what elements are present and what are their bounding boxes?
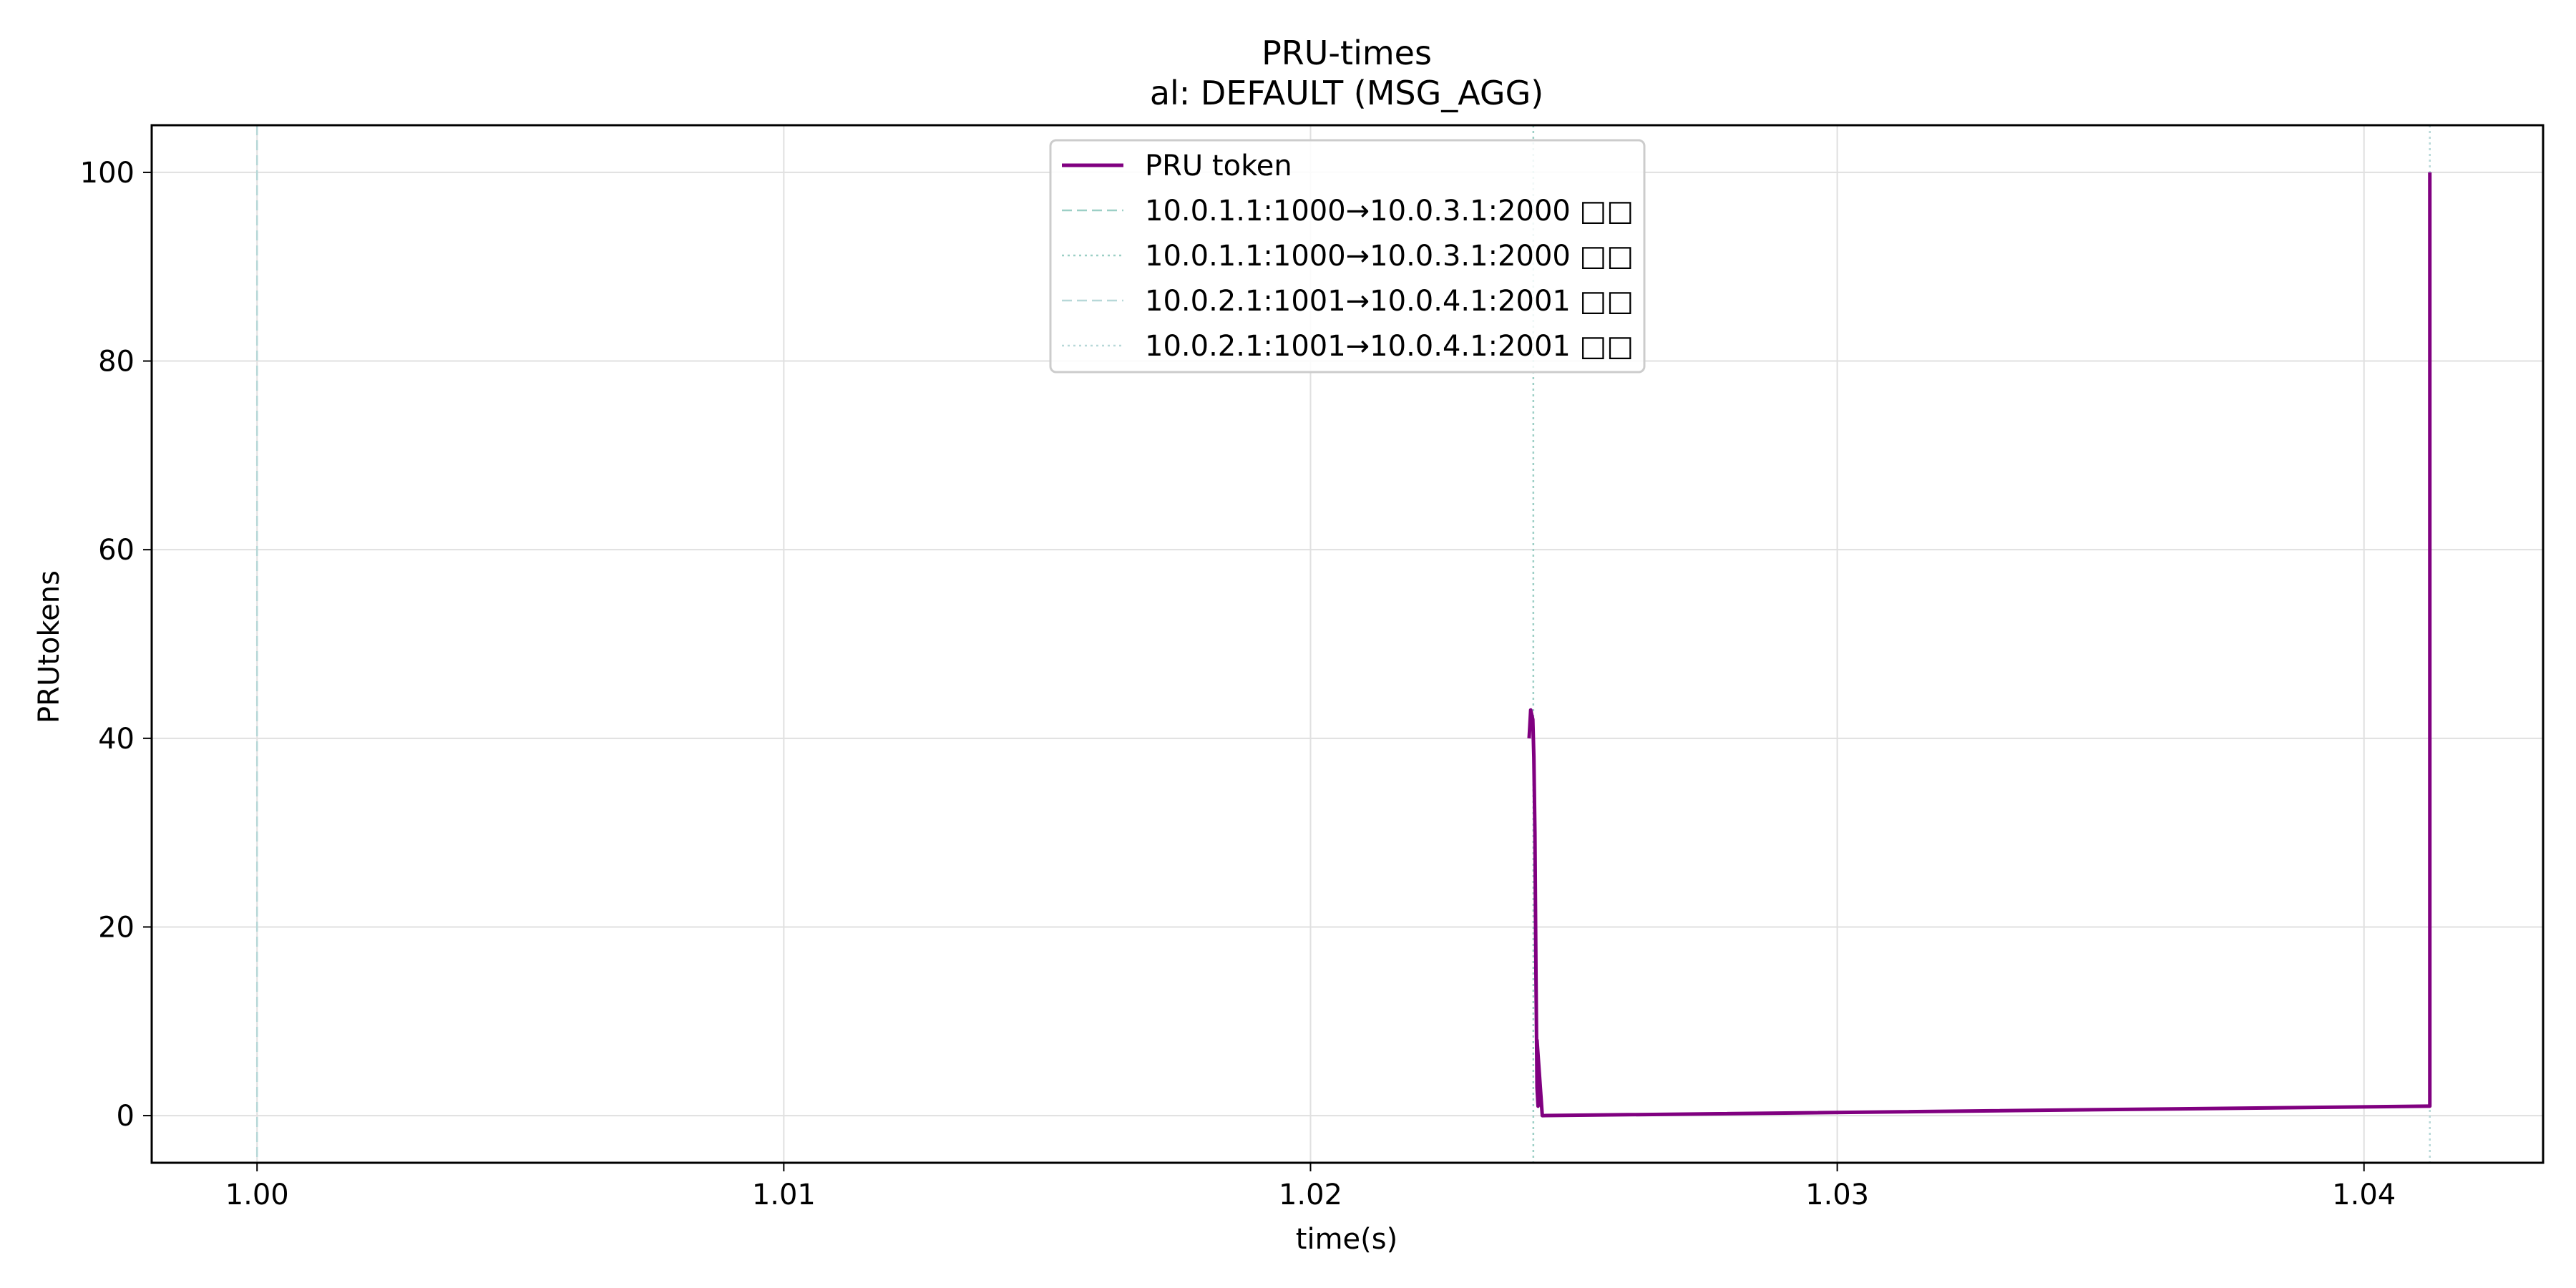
- y-tick-label: 80: [98, 346, 135, 379]
- x-axis-label: time(s): [1296, 1223, 1397, 1256]
- x-tick-label: 1.03: [1805, 1179, 1869, 1211]
- x-axis-ticks: 1.00 1.01 1.02 1.03 1.04: [225, 1163, 2396, 1211]
- y-axis-label: PRUtokens: [33, 570, 66, 723]
- y-tick-label: 0: [117, 1100, 135, 1133]
- x-tick-label: 1.00: [225, 1179, 289, 1211]
- series-layer: [1527, 172, 2432, 1118]
- y-tick-label: 100: [80, 157, 135, 190]
- series-line-pru-token: [1527, 172, 2432, 1118]
- y-tick-label: 40: [98, 723, 135, 756]
- chart-subtitle: al: DEFAULT (MSG_AGG): [1150, 74, 1543, 112]
- chart-title: PRU-times: [1262, 34, 1432, 72]
- legend: PRU token 10.0.1.1:1000→10.0.3.1:2000 □□ 1…: [1049, 139, 1646, 374]
- x-tick-label: 1.04: [2332, 1179, 2396, 1211]
- legend-label: 10.0.2.1:1001→10.0.4.1:2001 □□: [1145, 330, 1634, 363]
- legend-label: 10.0.1.1:1000→10.0.3.1:2000 □□: [1145, 195, 1634, 228]
- x-tick-label: 1.01: [752, 1179, 816, 1211]
- y-axis-ticks: 0 20 40 60 80 100: [80, 157, 152, 1133]
- legend-label: PRU token: [1145, 150, 1292, 182]
- legend-box: [1049, 139, 1646, 374]
- y-tick-label: 20: [98, 911, 135, 944]
- x-tick-label: 1.02: [1279, 1179, 1342, 1211]
- legend-label: 10.0.1.1:1000→10.0.3.1:2000 □□: [1145, 240, 1634, 273]
- plot-frame: [150, 124, 2545, 1164]
- y-tick-label: 60: [98, 534, 135, 567]
- legend-label: 10.0.2.1:1001→10.0.4.1:2001 □□: [1145, 285, 1634, 318]
